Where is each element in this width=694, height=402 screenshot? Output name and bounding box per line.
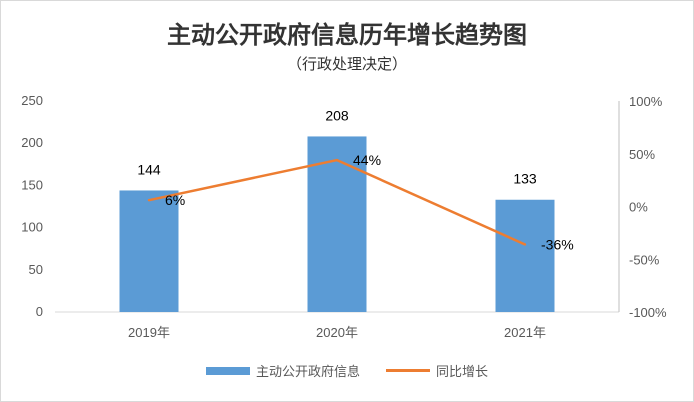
growth-point bbox=[335, 158, 339, 162]
legend: 主动公开政府信息 同比增长 bbox=[1, 361, 693, 380]
bar-value-label: 133 bbox=[513, 171, 537, 187]
y-tick-label: 100 bbox=[21, 220, 43, 235]
growth-point bbox=[523, 243, 527, 246]
y2-tick-label: 50% bbox=[629, 147, 655, 162]
growth-point bbox=[147, 198, 151, 202]
chart-subtitle: （行政处理决定） bbox=[286, 55, 407, 73]
y2-tick-label: 100% bbox=[629, 94, 663, 109]
x-tick-label: 2019年 bbox=[128, 325, 170, 340]
y-tick-label: 0 bbox=[36, 304, 43, 319]
growth-value-label: 44% bbox=[353, 152, 381, 168]
x-tick-label: 2020年 bbox=[316, 325, 358, 340]
bar bbox=[495, 199, 555, 312]
y2-tick-label: -100% bbox=[629, 305, 667, 320]
legend-item-line: 同比增长 bbox=[386, 361, 488, 380]
y-tick-label: 200 bbox=[21, 135, 43, 150]
y2-tick-label: -50% bbox=[629, 252, 660, 267]
x-tick-label: 2021年 bbox=[504, 325, 546, 340]
legend-line-swatch bbox=[386, 369, 430, 372]
chart-title: 主动公开政府信息历年增长趋势图 bbox=[167, 20, 527, 49]
growth-value-label: -36% bbox=[541, 236, 574, 252]
legend-bar-label: 主动公开政府信息 bbox=[255, 365, 360, 380]
y-tick-label: 50 bbox=[29, 262, 43, 277]
bar-value-label: 144 bbox=[137, 161, 161, 177]
legend-item-bar: 主动公开政府信息 bbox=[205, 361, 360, 380]
y-tick-label: 150 bbox=[21, 177, 43, 192]
bar bbox=[307, 136, 367, 312]
bar bbox=[119, 190, 179, 312]
y2-tick-label: 0% bbox=[629, 200, 648, 215]
legend-line-label: 同比增长 bbox=[436, 365, 489, 380]
growth-value-label: 6% bbox=[165, 192, 185, 208]
legend-bar-swatch bbox=[205, 366, 250, 375]
y-tick-label: 250 bbox=[21, 93, 43, 108]
bar-value-label: 208 bbox=[325, 107, 349, 123]
